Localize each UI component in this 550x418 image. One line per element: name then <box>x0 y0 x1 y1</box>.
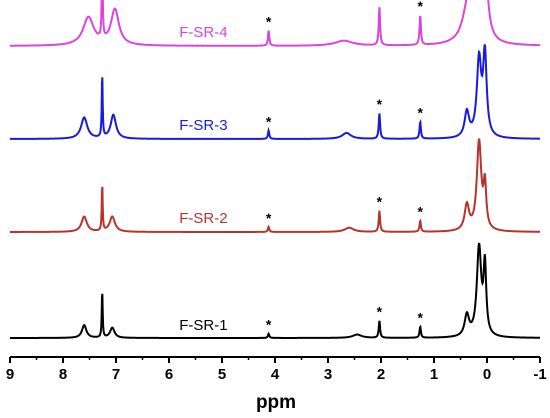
x-tick-label: 2 <box>377 366 385 383</box>
peak-marker-f-sr-2-2: * <box>377 194 383 210</box>
peak-marker-f-sr-1-3: * <box>417 310 423 326</box>
x-axis-title: ppm <box>256 392 296 413</box>
series-label-f-sr-1: F-SR-1 <box>179 317 227 334</box>
spectrum-line-f-sr-3 <box>10 44 540 140</box>
x-tick-label: 9 <box>6 366 14 383</box>
x-tick-label: 4 <box>271 366 280 383</box>
peak-marker-f-sr-4-1: * <box>266 13 272 29</box>
spectrum-line-f-sr-1 <box>10 242 540 339</box>
x-tick-label: 1 <box>430 366 438 383</box>
x-tick-label: 5 <box>218 366 226 383</box>
peak-marker-f-sr-2-3: * <box>417 204 423 220</box>
x-axis-ticks: 9 8 7 6 5 4 3 2 1 0 -1 <box>6 357 547 383</box>
x-tick-label: 3 <box>324 366 332 383</box>
x-tick-label: 0 <box>483 366 491 383</box>
peak-marker-f-sr-4-2: * <box>377 0 383 6</box>
x-tick-label: 7 <box>112 366 120 383</box>
series-label-f-sr-4: F-SR-4 <box>179 24 227 41</box>
x-axis: 9 8 7 6 5 4 3 2 1 0 -1 ppm <box>6 356 547 413</box>
spectrum-line-f-sr-2 <box>10 138 541 233</box>
x-tick-label: -1 <box>533 366 546 383</box>
series-label-f-sr-3: F-SR-3 <box>179 117 227 134</box>
spectra-group: F-SR-4 * * * F-SR-3 * * * F-SR-2 * * * F-SR-1 * * * <box>10 0 541 339</box>
peak-marker-f-sr-3-1: * <box>266 113 272 129</box>
x-tick-label: 8 <box>59 366 67 383</box>
peak-marker-f-sr-1-1: * <box>266 317 272 333</box>
x-tick-label: 6 <box>165 366 173 383</box>
series-label-f-sr-2: F-SR-2 <box>179 210 227 227</box>
peak-marker-f-sr-3-3: * <box>417 105 423 121</box>
spectrum-line-f-sr-4 <box>10 0 541 47</box>
peak-marker-f-sr-1-2: * <box>377 304 383 320</box>
peak-marker-f-sr-2-1: * <box>266 210 272 226</box>
peak-marker-f-sr-4-3: * <box>417 0 423 14</box>
peak-marker-f-sr-3-2: * <box>377 96 383 112</box>
